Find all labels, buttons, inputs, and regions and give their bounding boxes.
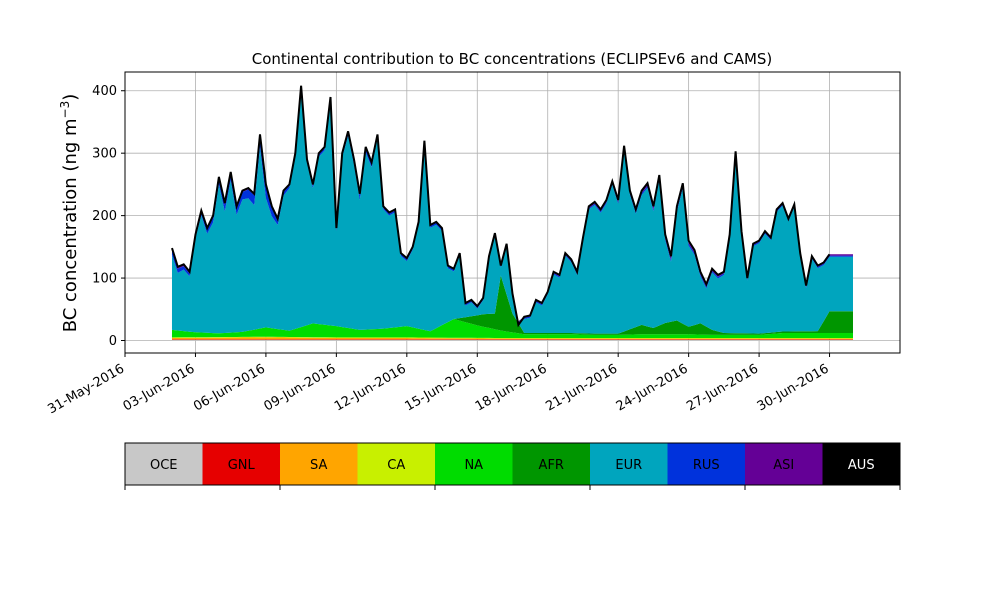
area-ca bbox=[171, 336, 853, 339]
x-tick-label: 21-Jun-2016 bbox=[543, 361, 620, 414]
x-tick-label: 18-Jun-2016 bbox=[473, 361, 550, 414]
area-oce bbox=[171, 339, 853, 341]
y-axis: 0 100 200 300 400 bbox=[92, 84, 125, 349]
y-tick-label: 0 bbox=[109, 334, 117, 349]
x-tick-label: 30-Jun-2016 bbox=[755, 361, 832, 414]
x-axis: 31-May-201603-Jun-201606-Jun-201609-Jun-… bbox=[45, 353, 832, 417]
x-tick-label: 15-Jun-2016 bbox=[402, 361, 479, 414]
y-tick-label: 100 bbox=[92, 272, 117, 287]
plot-frame bbox=[124, 71, 901, 354]
area-afr bbox=[171, 275, 853, 335]
x-tick-label: 27-Jun-2016 bbox=[684, 361, 761, 414]
y-tick-label: 400 bbox=[92, 84, 117, 99]
colorbar-label-eur: EUR bbox=[615, 458, 642, 473]
area-na bbox=[171, 319, 853, 338]
colorbar-label-rus: RUS bbox=[693, 458, 720, 473]
colorbar-swatch-sa bbox=[280, 443, 358, 485]
x-tick-label: 12-Jun-2016 bbox=[332, 361, 409, 414]
colorbar-swatch-afr bbox=[512, 443, 591, 485]
colorbar-label-gnl: GNL bbox=[228, 458, 256, 473]
area-gnl bbox=[171, 339, 853, 340]
colorbar-swatch-eur bbox=[590, 443, 668, 485]
y-axis-label-main: BC concentration (ng m bbox=[60, 118, 81, 332]
colorbar-swatch-na bbox=[435, 443, 513, 485]
x-tick-label: 06-Jun-2016 bbox=[191, 361, 268, 414]
colorbar-label-aus: AUS bbox=[848, 458, 875, 473]
colorbar-label-oce: OCE bbox=[150, 458, 178, 473]
colorbar-label-afr: AFR bbox=[539, 458, 564, 473]
colorbar-label-na: NA bbox=[464, 458, 483, 473]
x-tick-label: 24-Jun-2016 bbox=[614, 361, 691, 414]
colorbar-swatch-rus bbox=[667, 443, 746, 485]
area-eur bbox=[171, 89, 853, 334]
y-tick-label: 200 bbox=[92, 209, 117, 224]
total-line bbox=[171, 85, 831, 328]
area-sa bbox=[171, 337, 853, 340]
colorbar-label-ca: CA bbox=[387, 458, 405, 473]
colorbar-label-sa: SA bbox=[310, 458, 327, 473]
chart-title: Continental contribution to BC concentra… bbox=[252, 50, 773, 68]
y-tick-label: 300 bbox=[92, 147, 117, 162]
colorbar-swatch-ca bbox=[357, 443, 436, 485]
colorbar-frame bbox=[124, 442, 901, 486]
colorbar-legend: OCE GNL SA CA NA AFR EUR RUS ASI AUS bbox=[124, 442, 901, 490]
colorbar-swatch-asi bbox=[745, 443, 823, 485]
y-axis-label: BC concentration (ng m−3) bbox=[58, 94, 81, 333]
x-tick-label: 09-Jun-2016 bbox=[262, 361, 339, 414]
colorbar-swatch-oce bbox=[125, 443, 203, 485]
colorbar-label-asi: ASI bbox=[773, 458, 794, 473]
x-tick-label: 03-Jun-2016 bbox=[121, 361, 198, 414]
y-axis-label-tail: ) bbox=[60, 94, 81, 101]
y-axis-label-sup: −3 bbox=[58, 101, 72, 119]
stacked-areas bbox=[171, 85, 853, 341]
x-tick-label: 31-May-2016 bbox=[45, 361, 127, 417]
colorbar-swatch-aus bbox=[822, 443, 901, 485]
colorbar-swatch-gnl bbox=[202, 443, 281, 485]
